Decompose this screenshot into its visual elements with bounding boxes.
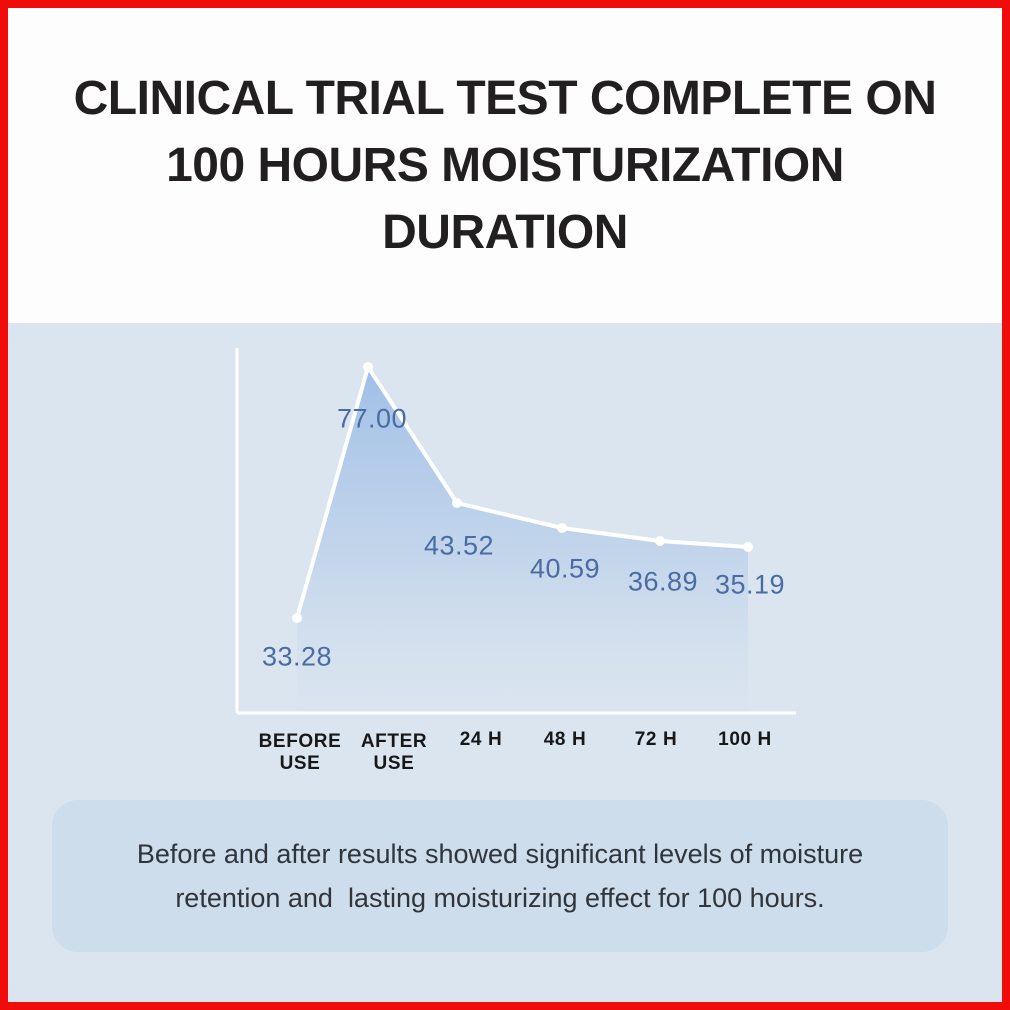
caption-box: Before and after results showed signific… [52, 800, 948, 952]
header-band: CLINICAL TRIAL TEST COMPLETE ON 100 HOUR… [8, 8, 1002, 323]
page-title-line-1: CLINICAL TRIAL TEST COMPLETE ON [73, 72, 937, 125]
page-title: CLINICAL TRIAL TEST COMPLETE ON 100 HOUR… [74, 65, 937, 266]
caption-line-1: Before and after results showed signific… [136, 839, 864, 869]
caption-line-2: retention and lasting moisturizing effec… [175, 883, 825, 913]
page-title-line-3: DURATION [382, 206, 628, 259]
page-title-line-2: 100 HOURS MOISTURIZATION [166, 139, 844, 192]
